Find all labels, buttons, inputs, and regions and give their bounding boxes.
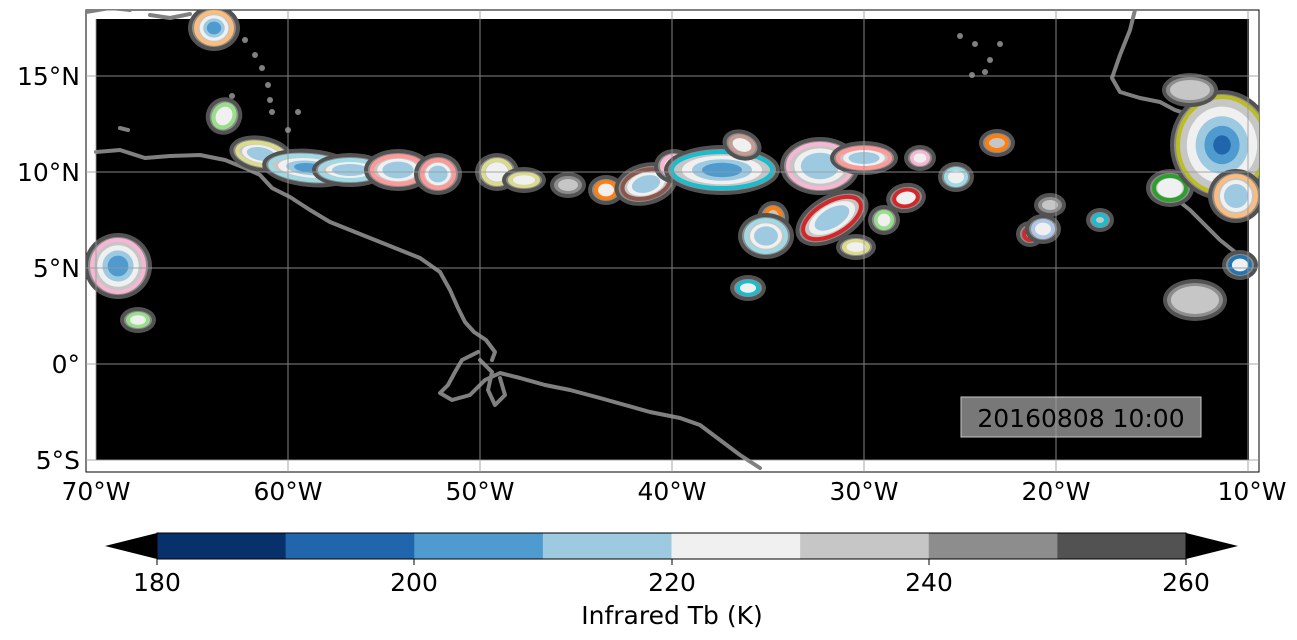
cloud-contour (877, 213, 891, 227)
cloud-cluster (1208, 169, 1259, 223)
cloud-contour (1171, 286, 1219, 314)
colorbar-extend-low (105, 533, 157, 559)
cloud-contour (985, 134, 1009, 152)
lat-tick-0: 0° (52, 350, 80, 379)
cloud-contour (814, 205, 850, 231)
cloud-contour (846, 242, 866, 252)
lon-tick-40w: 40°W (637, 477, 706, 506)
cloud-cluster (795, 189, 869, 247)
colorbar-segment (157, 533, 287, 559)
colorbar-extend-high (1186, 533, 1238, 559)
colorbar-segment (1057, 533, 1187, 559)
colorbar-segment (542, 533, 672, 559)
lat-tick-10n: 10°N (17, 158, 80, 187)
cloud-contour (702, 162, 742, 178)
colorbar-segment (928, 533, 1058, 559)
lon-tick-10w: 10°W (1217, 477, 1286, 506)
lat-tick-labels: 15°N 10°N 5°N 0° 5°S (17, 62, 80, 475)
colorbar-segment (800, 533, 930, 559)
lat-tick-5s: 5°S (36, 446, 80, 475)
timestamp-box: 20160808 10:00 (960, 396, 1202, 438)
cloud-cluster (1222, 250, 1258, 280)
cloud-contour (1092, 213, 1108, 227)
cloud-contour (512, 175, 536, 185)
timestamp-label: 20160808 10:00 (977, 404, 1184, 433)
colorbar: 180 200 220 240 260 Infrared Tb (K) (105, 532, 1238, 630)
cloud-contour (1224, 184, 1248, 208)
lon-tick-60w: 60°W (253, 477, 322, 506)
cloud-contour (1232, 258, 1248, 272)
cloud-contour (332, 164, 368, 176)
coastline (86, 10, 1252, 470)
lon-tick-30w: 30°W (829, 477, 898, 506)
colorbar-segment (285, 533, 415, 559)
cloud-cluster (1034, 193, 1066, 217)
lon-tick-labels: 70°W 60°W 50°W 40°W 30°W 20°W 10°W (61, 477, 1286, 506)
cloud-contour (428, 165, 448, 183)
cloud-contour (1042, 200, 1058, 210)
cloud-cluster (364, 149, 432, 191)
cloud-cluster (722, 129, 762, 161)
cloud-cluster (550, 172, 586, 198)
cloud-cluster (502, 167, 546, 193)
cloud-contour (1213, 135, 1231, 155)
cloud-cluster (1163, 279, 1227, 321)
colorbar-segment (671, 533, 801, 559)
cloud-cluster (205, 97, 243, 135)
cloud-contour (631, 175, 661, 193)
cloud-contour (948, 170, 964, 184)
colorbar-tick-240: 240 (905, 568, 953, 597)
cloud-cluster (664, 145, 780, 195)
cloud-contour (1157, 178, 1183, 198)
lon-tick-20w: 20°W (1021, 477, 1090, 506)
lat-tick-15n: 15°N (17, 62, 80, 91)
cloud-contour (1170, 80, 1210, 100)
cloud-cluster (938, 162, 974, 192)
cloud-contour (800, 152, 840, 180)
colorbar-ticks (156, 559, 1187, 565)
cloud-cluster (120, 307, 156, 333)
lon-tick-70w: 70°W (61, 477, 130, 506)
cloud-contour (896, 191, 916, 205)
colorbar-tick-220: 220 (648, 568, 696, 597)
cloud-cluster (730, 275, 766, 301)
cloud-cluster (1025, 214, 1061, 244)
cloud-cluster (188, 10, 240, 51)
cloud-cluster (868, 205, 900, 235)
lon-tick-50w: 50°W (445, 477, 514, 506)
colorbar-segment (414, 533, 544, 559)
cloud-contour (754, 226, 778, 246)
cloud-contour (1035, 222, 1051, 236)
colorbar-segments (157, 533, 1187, 559)
cloud-cluster (836, 234, 876, 260)
cloud-cluster (904, 145, 936, 171)
cloud-contour (215, 106, 233, 126)
cloud-contour (558, 179, 578, 191)
colorbar-label: Infrared Tb (K) (581, 601, 763, 630)
cloud-cluster (588, 175, 624, 205)
cloud-contour (732, 138, 752, 152)
cloud-contour (382, 161, 414, 179)
cloud-cluster (1086, 208, 1114, 232)
cloud-systems (86, 10, 1259, 333)
cloud-cluster (1162, 73, 1218, 107)
cloud-cluster (886, 182, 926, 214)
colorbar-tick-200: 200 (390, 568, 438, 597)
cloud-contour (740, 283, 756, 293)
cloud-contour (107, 255, 129, 277)
colorbar-tick-260: 260 (1162, 568, 1210, 597)
cloud-cluster (738, 213, 794, 259)
lat-tick-5n: 5°N (33, 254, 80, 283)
gridlines (86, 10, 1259, 472)
cloud-contour (913, 153, 927, 163)
cloud-cluster (979, 129, 1015, 157)
cloud-contour (598, 183, 614, 197)
colorbar-tick-180: 180 (133, 568, 181, 597)
cloud-contour (206, 21, 222, 35)
cloud-cluster (414, 153, 462, 195)
cloud-cluster (86, 233, 152, 299)
cloud-contour (130, 315, 146, 325)
